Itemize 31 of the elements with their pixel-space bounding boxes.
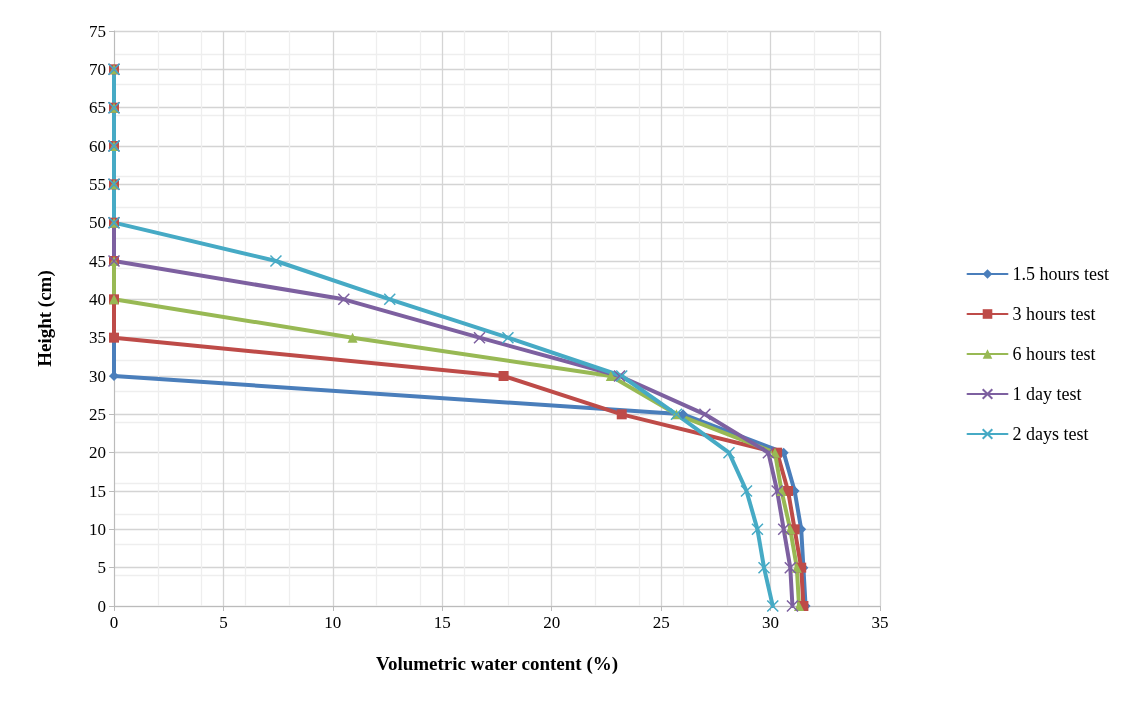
x-tick-label: 0 (109, 613, 119, 632)
legend-label: 6 hours test (1012, 344, 1096, 364)
y-tick-label: 5 (97, 558, 106, 578)
x-tick-label: 15 (433, 613, 451, 632)
legend-label: 1.5 hours test (1012, 264, 1109, 284)
y-tick-label: 15 (89, 481, 106, 501)
y-tick-label: 65 (89, 98, 106, 118)
x-tick-label: 30 (762, 613, 780, 632)
y-axis-title: Height (cm) (34, 270, 56, 367)
y-tick-label: 70 (89, 59, 106, 79)
y-tick-label: 0 (97, 596, 106, 616)
y-tick-label: 75 (89, 21, 106, 41)
y-tick-label: 40 (89, 289, 106, 309)
y-tick-label: 10 (89, 519, 106, 539)
y-tick-label: 55 (89, 174, 106, 194)
y-tick-label: 20 (89, 443, 106, 463)
y-tick-label: 50 (89, 213, 106, 233)
legend-label: 1 day test (1012, 384, 1082, 404)
y-tick-label: 45 (89, 251, 106, 271)
legend-label: 2 days test (1012, 424, 1089, 444)
y-tick-label: 30 (89, 366, 106, 386)
x-tick-label: 5 (219, 613, 228, 632)
y-tick-label: 25 (89, 404, 106, 424)
x-tick-label: 35 (871, 613, 889, 632)
x-tick-label: 25 (652, 613, 670, 632)
x-axis-title: Volumetric water content (%) (375, 653, 619, 675)
x-tick-label: 20 (543, 613, 561, 632)
legend-label: 3 hours test (1012, 304, 1096, 324)
y-tick-label: 35 (89, 328, 106, 348)
y-tick-label: 60 (89, 136, 106, 156)
x-tick-label: 10 (324, 613, 342, 632)
